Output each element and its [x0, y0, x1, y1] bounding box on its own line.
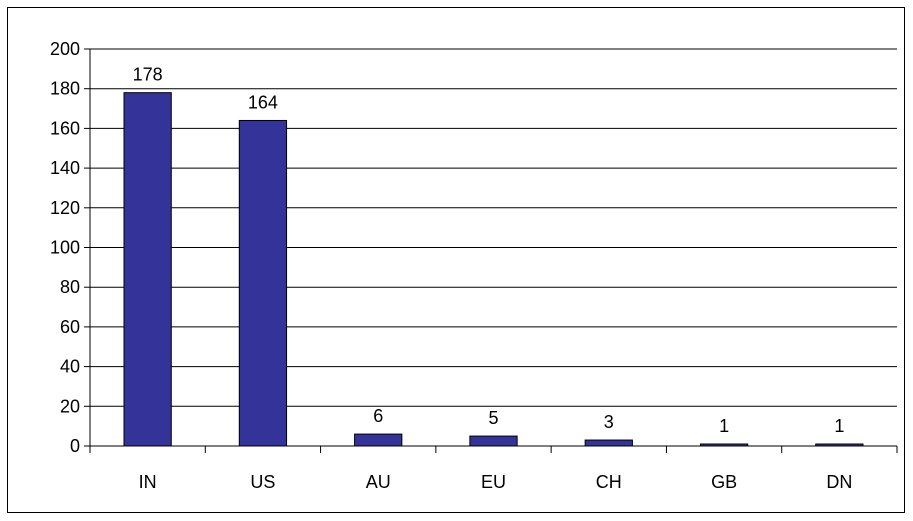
- bar-us: [238, 119, 288, 447]
- data-label: 1: [719, 416, 729, 436]
- y-tick-label: 0: [70, 436, 80, 456]
- x-tick-label: CH: [596, 472, 622, 492]
- bar-au: [354, 433, 403, 447]
- y-tick-label: 140: [50, 158, 80, 178]
- y-axis: 0 20 40 60 80 100 120 140 160 180 200: [50, 39, 91, 456]
- data-label: 178: [133, 65, 163, 85]
- y-tick-label: 80: [60, 277, 80, 297]
- y-tick-label: 120: [50, 198, 80, 218]
- bar-gb: [699, 443, 749, 447]
- bar-ch: [584, 439, 633, 447]
- data-label: 5: [488, 408, 498, 428]
- y-tick-label: 180: [50, 79, 80, 99]
- data-label: 3: [604, 412, 614, 432]
- data-label: 1: [834, 416, 844, 436]
- y-tick-label: 60: [60, 317, 80, 337]
- y-tick-label: 200: [50, 39, 80, 59]
- x-tick-label: IN: [139, 472, 157, 492]
- y-tick-label: 40: [60, 357, 80, 377]
- x-tick-label: GB: [711, 472, 737, 492]
- bar-in: [123, 92, 172, 447]
- x-tick-label: DN: [826, 472, 852, 492]
- gridlines: [90, 48, 897, 407]
- data-labels: 178 164 6 5 3 1 1: [133, 65, 845, 436]
- y-tick-label: 160: [50, 118, 80, 138]
- y-tick-label: 20: [60, 396, 80, 416]
- bar-eu: [469, 435, 518, 447]
- bars: [123, 92, 864, 447]
- data-label: 6: [373, 406, 383, 426]
- x-axis: IN US AU EU CH GB DN: [89, 445, 898, 492]
- data-label: 164: [248, 92, 278, 112]
- x-tick-label: US: [250, 472, 275, 492]
- y-tick-label: 100: [50, 238, 80, 258]
- x-tick-label: EU: [481, 472, 506, 492]
- x-tick-label: AU: [366, 472, 391, 492]
- bar-dn: [815, 443, 864, 447]
